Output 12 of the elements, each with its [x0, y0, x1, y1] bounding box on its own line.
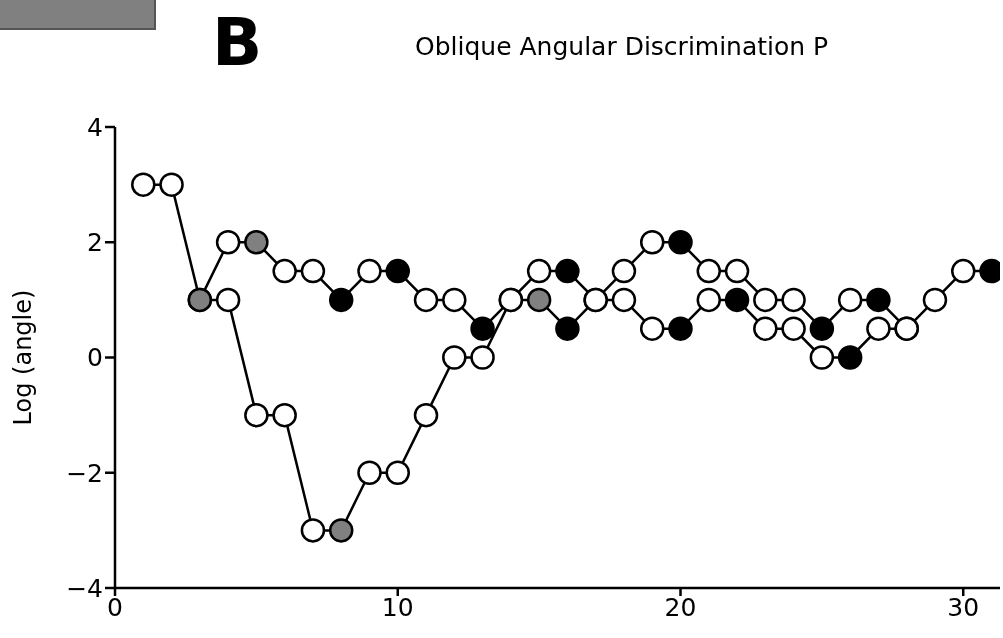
- y-tick-label: 4: [87, 112, 103, 142]
- y-tick-label: 2: [87, 228, 103, 258]
- chart-title: Oblique Angular Discrimination P: [415, 32, 829, 61]
- x-tick-label: 10: [381, 592, 414, 622]
- text: B: [212, 4, 263, 81]
- y-tick-label: −4: [66, 573, 103, 603]
- y-tick-label: −2: [66, 458, 103, 488]
- x-tick-label: 0: [107, 592, 123, 622]
- x-tick-label: 20: [664, 592, 697, 622]
- y-axis-title: Log (angle): [8, 289, 37, 426]
- y-tick-label: 0: [87, 343, 103, 373]
- x-tick-label: 30: [947, 592, 980, 622]
